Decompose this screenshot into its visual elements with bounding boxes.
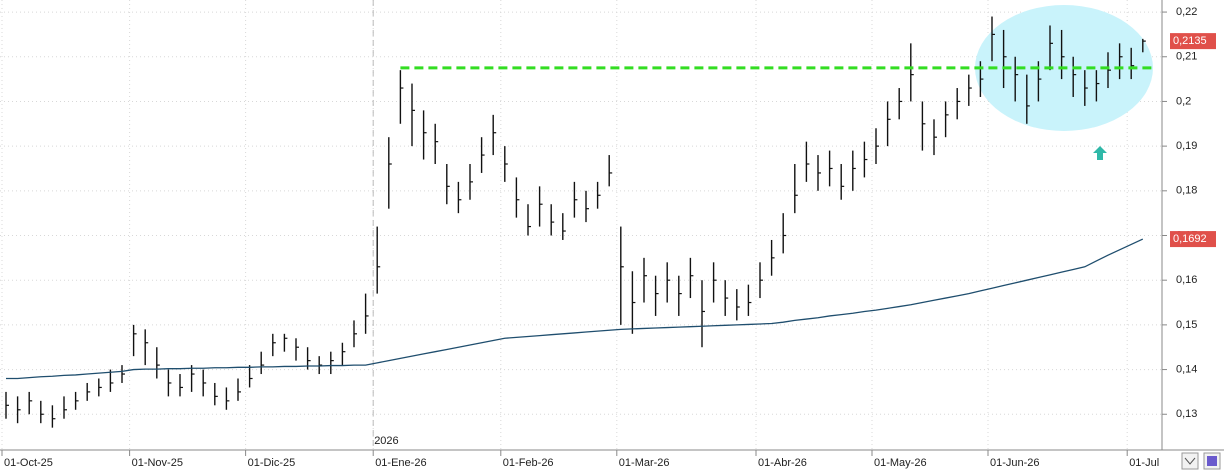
y-tick-label: 0,14 — [1176, 363, 1197, 375]
scroll-button[interactable] — [1181, 452, 1199, 470]
arrow-up — [1093, 146, 1107, 160]
y-tick-label: 0,19 — [1176, 140, 1197, 152]
x-tick-label: 01-Mar-26 — [619, 457, 670, 469]
price-label-box — [1170, 33, 1216, 50]
y-tick-label: 0,22 — [1176, 6, 1197, 18]
y-tick-label: 0,18 — [1176, 185, 1197, 197]
x-tick-label: 01-Jun-26 — [990, 457, 1040, 469]
save-icon — [1207, 456, 1217, 466]
x-tick-label: 01-Nov-25 — [132, 457, 183, 469]
chevron-icon — [1184, 457, 1196, 465]
price-label: 0,1692 — [1173, 233, 1207, 245]
y-tick-label: 0,2 — [1176, 95, 1191, 107]
x-tick-label: 01-Jul — [1129, 457, 1159, 469]
y-tick-label: 0,13 — [1176, 408, 1197, 420]
x-tick-label: 01-Ene-26 — [375, 457, 426, 469]
x-tick-label: 01-May-26 — [874, 457, 927, 469]
price-label-box — [1170, 231, 1216, 248]
y-tick-label: 0,15 — [1176, 319, 1197, 331]
x-tick-label: 01-Dic-25 — [248, 457, 296, 469]
year-label: 2026 — [374, 435, 398, 447]
x-tick-label: 01-Oct-25 — [4, 457, 53, 469]
y-tick-label: 0,16 — [1176, 274, 1197, 286]
price-label: 0,2135 — [1173, 35, 1207, 47]
grid — [0, 0, 1162, 450]
x-tick-label: 01-Feb-26 — [503, 457, 554, 469]
moving-average-line — [6, 238, 1144, 380]
x-tick-label: 01-Abr-26 — [758, 457, 807, 469]
y-tick-label: 0,21 — [1176, 51, 1197, 63]
